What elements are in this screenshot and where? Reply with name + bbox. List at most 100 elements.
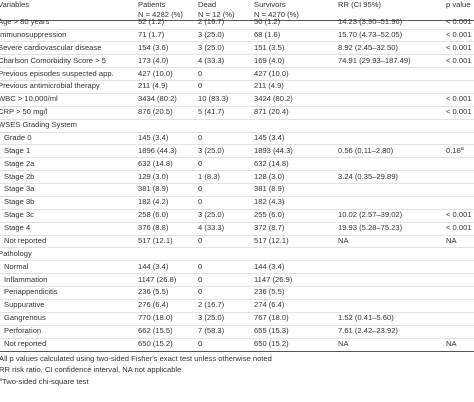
- row-separator: [0, 298, 474, 300]
- cell: 68 (1.6): [254, 29, 281, 39]
- row-label: CRP > 50 mg/l: [0, 107, 48, 117]
- cell: 381 (8.9): [254, 184, 285, 194]
- cell: 1893 (44.3): [254, 145, 293, 155]
- row-separator: [0, 92, 474, 94]
- cell: 276 (6.4): [138, 300, 169, 310]
- row-separator: [0, 273, 474, 275]
- cell: 128 (3.0): [254, 171, 285, 181]
- row-separator: [0, 221, 474, 223]
- row-label: Not reported: [4, 235, 47, 245]
- section-label: Pathology: [0, 248, 32, 258]
- header-cell: N = 4282 (%): [138, 10, 183, 19]
- footnote: aTwo-sided chi-square test: [0, 376, 89, 386]
- cell: 1147 (26.9): [254, 274, 293, 284]
- cell: 3.24 (0.35–29.89): [338, 171, 398, 181]
- cell: < 0.001: [446, 55, 472, 65]
- cell: 517 (12.1): [138, 235, 173, 245]
- cell: < 0.001: [446, 107, 472, 117]
- cell: 71 (1.7): [138, 29, 165, 39]
- cell: 427 (10.0): [138, 68, 173, 78]
- cell: 0: [198, 68, 203, 78]
- cell: < 0.001: [446, 17, 472, 26]
- cell: < 0.001: [446, 42, 472, 52]
- row-label: Stage 3c: [4, 210, 34, 220]
- row-separator: [0, 41, 474, 43]
- cell: 0.18a: [446, 145, 464, 155]
- cell: 10 (83.3): [198, 94, 229, 104]
- cell: 2 (16.7): [198, 300, 225, 310]
- cell: 5 (41.7): [198, 107, 225, 117]
- cell: 10.02 (2.57–39.02): [338, 210, 403, 220]
- row-separator: [0, 260, 474, 262]
- cell: 4 (33.3): [198, 55, 225, 65]
- cell: 632 (14.8): [254, 158, 289, 168]
- row-label: Stage 2a: [4, 158, 35, 168]
- cell: 381 (8.9): [138, 184, 169, 194]
- cell: 258 (6.0): [138, 210, 169, 220]
- cell: 1.52 (0.41–5.60): [338, 313, 394, 323]
- row-separator: [0, 80, 474, 82]
- row-separator: [0, 118, 474, 120]
- row-separator: [0, 311, 474, 313]
- cell: 50 (1.2): [254, 17, 281, 26]
- cell: 517 (12.1): [254, 235, 289, 245]
- cell: < 0.001: [446, 223, 472, 233]
- row-separator: [0, 67, 474, 69]
- row-label: Stage 3b: [4, 197, 35, 207]
- cell: 650 (15.2): [254, 339, 289, 348]
- cell: 0: [198, 81, 203, 91]
- row-separator: [0, 195, 474, 197]
- cell: 169 (4.0): [254, 55, 285, 65]
- header-cell: Dead: [198, 0, 217, 9]
- row-label: Inflammation: [4, 274, 48, 284]
- row-separator: [0, 157, 474, 159]
- section-label: WSES Grading System: [0, 120, 77, 130]
- cell: 871 (20.4): [254, 107, 289, 117]
- cell: 3 (25.0): [198, 42, 225, 52]
- row-label: Previous antimicrobial therapy: [0, 81, 100, 91]
- row-label: Age > 80 years: [0, 17, 50, 26]
- cell: 0: [198, 339, 203, 348]
- header-cell: RR (CI 95%): [338, 0, 382, 9]
- cell: 173 (4.0): [138, 55, 169, 65]
- row-label: Periappendicitis: [4, 287, 58, 297]
- cell: 145 (3.4): [138, 132, 169, 142]
- cell: NA: [446, 339, 457, 348]
- row-separator: [0, 337, 474, 339]
- footnote: All p values calculated using two-sided …: [0, 353, 272, 363]
- cell: 0: [198, 287, 203, 297]
- row-separator: [0, 131, 474, 133]
- cell: 182 (4.3): [254, 197, 285, 207]
- cell: 8.92 (2.45–32.50): [338, 42, 398, 52]
- header-cell: p value: [446, 0, 471, 9]
- footnote: RR risk ratio, CI confidence interval, N…: [0, 365, 182, 375]
- row-label: Previous episodes suspected app.: [0, 68, 114, 78]
- row-label: Severe cardiovascular disease: [0, 42, 102, 52]
- cell: 7.61 (2.42–23.92): [338, 326, 398, 336]
- header-cell: N = 12 (%): [198, 10, 235, 19]
- cell: 0: [198, 184, 203, 194]
- row-label: Stage 4: [4, 223, 31, 233]
- cell: NA: [338, 235, 349, 245]
- row-label: Perforation: [4, 326, 42, 336]
- cell: 2 (16.7): [198, 17, 225, 26]
- row-separator: [0, 28, 474, 30]
- cell: 372 (8.7): [254, 223, 285, 233]
- bottom-rule: [0, 350, 474, 352]
- cell: 154 (3.6): [138, 42, 169, 52]
- cell: 19.93 (5.28–75.23): [338, 223, 403, 233]
- cell: 274 (6.4): [254, 300, 285, 310]
- cell: < 0.001: [446, 94, 472, 104]
- row-separator: [0, 324, 474, 326]
- row-label: Not reported: [4, 339, 47, 348]
- cell: 0.56 (0.11–2.80): [338, 145, 394, 155]
- cell: 144 (3.4): [138, 261, 169, 271]
- cell: 52 (1.2): [138, 17, 165, 26]
- cell: 3 (25.0): [198, 29, 225, 39]
- header-cell: N = 4270 (%): [254, 10, 299, 19]
- row-separator: [0, 170, 474, 172]
- cell: 14.23 (3.90–51.96): [338, 17, 403, 26]
- cell: 255 (6.0): [254, 210, 285, 220]
- cell: 236 (5.5): [254, 287, 285, 297]
